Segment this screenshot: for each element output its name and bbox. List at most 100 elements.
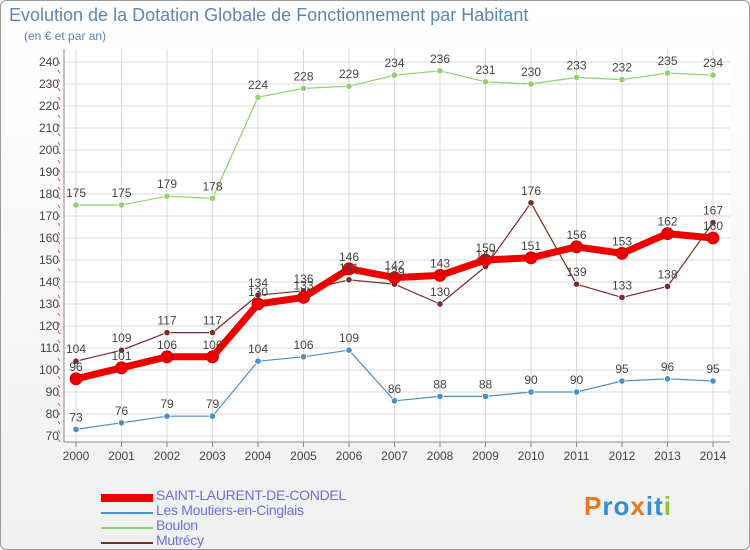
series-mutr-cy — [72, 199, 717, 365]
data-point — [254, 93, 262, 101]
data-label: 175 — [66, 186, 86, 200]
data-point — [527, 388, 535, 396]
y-tick-label: 110 — [40, 341, 59, 355]
data-label: 90 — [570, 373, 584, 387]
data-point — [572, 280, 581, 288]
axis-dash — [57, 249, 61, 254]
data-point — [345, 82, 353, 90]
axis-dash — [57, 402, 61, 407]
axis-dash — [57, 159, 61, 164]
axis-dash — [57, 78, 61, 83]
x-tick-label: 2007 — [381, 449, 408, 463]
data-point — [160, 350, 174, 364]
data-label: 228 — [293, 69, 313, 83]
axis-dash — [57, 87, 61, 92]
axis-dash — [57, 420, 61, 425]
x-tick-label: 2002 — [154, 449, 181, 463]
data-point — [69, 372, 83, 386]
data-point — [388, 271, 401, 285]
axes: 7080901001101201301401501601701801902002… — [39, 49, 730, 463]
data-label: 73 — [69, 410, 83, 424]
legend-label: Mutrécy — [156, 532, 204, 548]
axis-dash — [57, 393, 61, 398]
data-label: 162 — [657, 215, 677, 229]
axis-dash — [57, 294, 61, 299]
axis-dash — [57, 357, 61, 362]
axis-dash — [57, 258, 61, 263]
data-point — [524, 251, 538, 265]
data-label: 96 — [661, 360, 675, 374]
data-label: 86 — [388, 382, 402, 396]
data-label: 147 — [475, 248, 495, 262]
data-label: 231 — [475, 63, 495, 77]
data-point — [618, 76, 626, 84]
axis-dash — [57, 105, 61, 110]
data-label: 90 — [524, 373, 538, 387]
x-tick-label: 2008 — [427, 449, 454, 463]
axis-dash — [57, 348, 61, 353]
y-tick-label: 150 — [39, 253, 59, 267]
data-label: 79 — [160, 397, 174, 411]
data-point — [345, 276, 353, 284]
axis-dash — [57, 141, 61, 146]
y-tick-label: 240 — [39, 55, 59, 69]
legend-swatch — [101, 542, 153, 544]
data-point — [615, 246, 629, 260]
axis-dash — [57, 303, 61, 308]
data-label: 101 — [111, 349, 131, 363]
plot-area — [64, 49, 730, 442]
legend-swatch — [101, 527, 153, 529]
data-label: 95 — [706, 362, 720, 376]
axis-dash — [57, 321, 61, 326]
data-label: 76 — [115, 404, 129, 418]
data-label: 235 — [657, 54, 677, 68]
axis-dash — [57, 186, 61, 191]
data-label: 109 — [339, 331, 359, 345]
axis-dash — [57, 429, 61, 434]
data-label: 117 — [203, 314, 222, 328]
data-point — [618, 293, 626, 301]
axis-dash — [57, 204, 61, 209]
data-point — [570, 240, 583, 254]
data-label: 233 — [566, 58, 586, 72]
data-point — [345, 346, 353, 354]
y-tick-label: 160 — [39, 231, 59, 245]
legend-label: Boulon — [156, 517, 198, 533]
data-point — [663, 282, 672, 290]
axis-dash — [57, 114, 61, 119]
axis-dash — [57, 339, 61, 344]
data-label: 96 — [69, 360, 83, 374]
data-point — [709, 71, 717, 79]
y-tick-label: 220 — [39, 99, 59, 113]
data-point — [527, 199, 535, 207]
data-label: 175 — [111, 186, 131, 200]
data-label: 150 — [475, 241, 495, 255]
axis-dash — [57, 60, 61, 65]
data-label: 179 — [157, 177, 177, 191]
data-labels: 73 76 79 79 104 106 109 86 88 88 90 90 95 96 95 175 175 1… — [66, 52, 723, 425]
data-label: 146 — [339, 250, 359, 264]
y-tick-label: 120 — [39, 319, 59, 333]
data-point — [436, 392, 444, 400]
data-label: 130 — [430, 285, 450, 299]
data-point — [251, 297, 265, 311]
data-label: 141 — [339, 261, 359, 275]
data-point — [436, 300, 444, 308]
data-label: 178 — [202, 179, 222, 193]
data-label: 143 — [430, 256, 450, 270]
axis-dash — [57, 213, 61, 218]
data-label: 230 — [521, 65, 541, 79]
axis-dash — [57, 411, 61, 416]
data-label: 153 — [612, 234, 632, 248]
axis-dash — [57, 366, 61, 371]
axis-dash — [57, 438, 61, 443]
data-label: 138 — [657, 267, 677, 281]
data-point — [115, 361, 128, 375]
data-label: 232 — [612, 61, 632, 75]
data-label: 139 — [566, 265, 586, 279]
legend-swatch — [101, 512, 153, 514]
y-tick-label: 100 — [39, 363, 59, 377]
data-point — [297, 290, 310, 304]
data-label: 229 — [339, 67, 359, 81]
